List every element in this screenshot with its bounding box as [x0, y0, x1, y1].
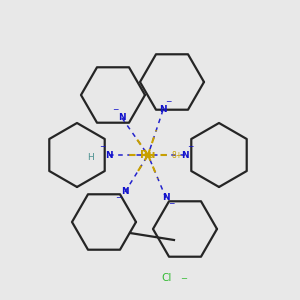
- Text: −: −: [187, 142, 193, 152]
- Text: −: −: [165, 98, 171, 106]
- Text: 8+: 8+: [171, 151, 182, 160]
- Text: −: −: [168, 200, 174, 208]
- Text: −: −: [112, 106, 118, 115]
- Text: Cl: Cl: [162, 273, 172, 283]
- Text: N: N: [118, 113, 126, 122]
- Text: −: −: [99, 142, 105, 152]
- Text: −: −: [180, 274, 187, 283]
- Text: N: N: [181, 151, 189, 160]
- Text: N: N: [105, 151, 113, 160]
- Text: N: N: [121, 188, 129, 196]
- Text: N: N: [159, 106, 167, 115]
- Text: H: H: [88, 152, 94, 161]
- Text: Ru: Ru: [140, 150, 156, 160]
- Text: N: N: [162, 194, 170, 202]
- Text: −: −: [115, 194, 121, 202]
